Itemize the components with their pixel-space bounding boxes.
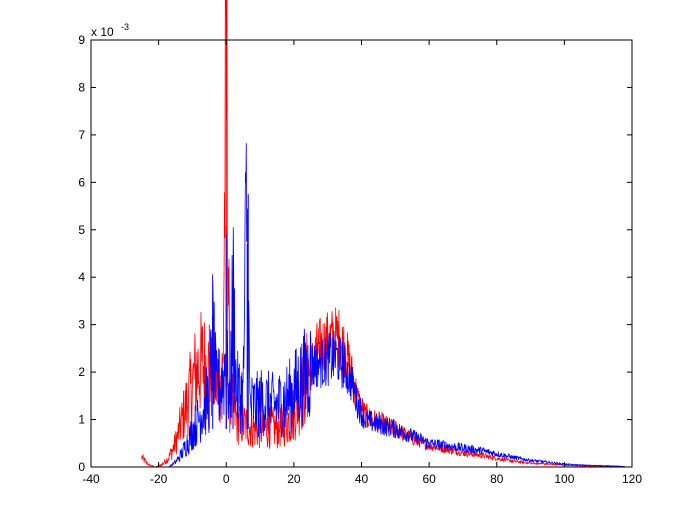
y-exponent-prefix: x 10 bbox=[91, 25, 114, 39]
y-tick-label: 8 bbox=[78, 80, 85, 94]
axes-layer: -40 -20 0 20 40 60 80 100 120 0 1 2 3 4 5 6 7 8 9 bbox=[78, 33, 642, 486]
y-tick-label: 9 bbox=[78, 33, 85, 47]
y-tick-label: 0 bbox=[78, 460, 85, 474]
x-tick-label: 120 bbox=[622, 472, 642, 486]
y-tick-label: 1 bbox=[78, 413, 85, 427]
series-blue-line bbox=[168, 143, 625, 468]
x-tick-label: 40 bbox=[355, 472, 369, 486]
x-tick-label: 60 bbox=[422, 472, 436, 486]
y-tick-label: 7 bbox=[78, 128, 85, 142]
x-tick-label: 0 bbox=[223, 472, 230, 486]
y-tick-label: 2 bbox=[78, 365, 85, 379]
x-tick-label: -20 bbox=[150, 472, 168, 486]
x-tick-label: -40 bbox=[82, 472, 100, 486]
x-tick-label: 100 bbox=[554, 472, 574, 486]
x-tick-label: 80 bbox=[490, 472, 504, 486]
y-exponent-power: -3 bbox=[121, 22, 129, 32]
y-tick-label: 4 bbox=[78, 270, 85, 284]
y-tick-label: 5 bbox=[78, 223, 85, 237]
x-tick-label: 20 bbox=[287, 472, 301, 486]
series-layer bbox=[141, 0, 625, 468]
y-tick-label: 6 bbox=[78, 175, 85, 189]
y-tick-label: 3 bbox=[78, 318, 85, 332]
